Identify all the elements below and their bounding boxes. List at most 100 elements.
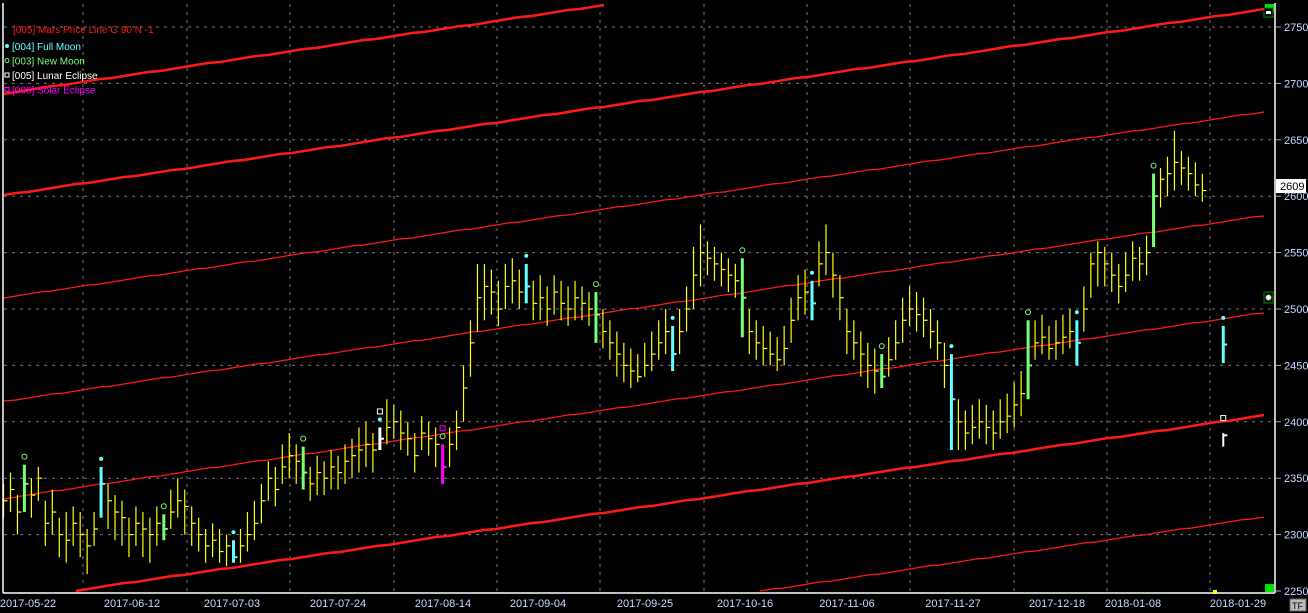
lunar-eclipse-icon bbox=[1220, 415, 1227, 422]
price-bar bbox=[1118, 263, 1123, 304]
price-bar bbox=[281, 444, 287, 484]
price-bar bbox=[1083, 286, 1088, 332]
x-tick-label: 2017-11-06 bbox=[819, 598, 874, 610]
price-bar bbox=[524, 263, 531, 304]
price-bar bbox=[740, 258, 747, 338]
price-bar bbox=[574, 280, 580, 321]
full-moon-icon bbox=[99, 456, 104, 461]
price-bar bbox=[1166, 156, 1172, 197]
price-bar bbox=[198, 517, 203, 552]
full-moon-icon bbox=[810, 270, 815, 275]
price-bar bbox=[51, 489, 57, 535]
price-bar bbox=[372, 433, 377, 473]
price-bar bbox=[588, 292, 593, 326]
price-bar bbox=[692, 246, 698, 309]
price-bar bbox=[804, 269, 810, 315]
price-bars bbox=[2, 130, 1228, 575]
x-axis: 2017-05-22 2017-06-12 2017-07-03 2017-07-24… bbox=[0, 598, 1266, 610]
solar-eclipse-icon bbox=[439, 425, 446, 432]
x-tick-label: 2017-12-18 bbox=[1029, 598, 1085, 610]
price-bar bbox=[149, 517, 154, 563]
price-bar bbox=[267, 461, 273, 501]
price-bar bbox=[212, 523, 217, 558]
new-moon-icon bbox=[739, 247, 746, 254]
price-bar bbox=[1111, 252, 1116, 293]
price-bar bbox=[490, 269, 496, 315]
new-moon-icon bbox=[1150, 162, 1157, 169]
top-marker-icon[interactable] bbox=[1263, 7, 1274, 18]
price-bar bbox=[455, 410, 461, 450]
price-bar bbox=[1104, 246, 1109, 287]
price-bar bbox=[1201, 173, 1207, 202]
y-axis: 2250 2300 2350 2400 2450 2500 2550 2600 2650 2700… bbox=[1276, 22, 1308, 598]
legend-label: [004] Full Moon bbox=[12, 42, 81, 53]
price-bar bbox=[699, 224, 705, 287]
price-bar bbox=[560, 280, 566, 321]
price-bar bbox=[316, 455, 322, 496]
price-bar bbox=[790, 297, 796, 343]
legend-item: [003] New Moon bbox=[4, 57, 85, 68]
price-bar bbox=[128, 517, 133, 558]
y-tick-label: 2300 bbox=[1284, 530, 1308, 542]
new-moon-icon bbox=[439, 433, 446, 440]
price-bar bbox=[936, 320, 942, 360]
x-tick-label: 2017-06-12 bbox=[104, 598, 160, 610]
price-bar bbox=[929, 309, 935, 349]
price-bar bbox=[309, 466, 315, 501]
circle-marker-icon[interactable] bbox=[1263, 291, 1274, 304]
price-bar bbox=[1194, 162, 1200, 197]
price-bar bbox=[351, 438, 356, 479]
price-bar bbox=[260, 483, 266, 524]
tf-button[interactable]: TF bbox=[1289, 598, 1307, 612]
price-bar bbox=[818, 241, 823, 287]
price-bar bbox=[191, 506, 196, 546]
price-bar bbox=[616, 331, 621, 377]
price-bar bbox=[810, 280, 817, 321]
price-bar bbox=[748, 309, 754, 355]
price-bar bbox=[978, 399, 984, 439]
price-bar bbox=[1090, 252, 1095, 298]
last-price-label: 2609 bbox=[1280, 181, 1304, 193]
x-tick-label: 2017-11-27 bbox=[925, 598, 980, 610]
price-bar bbox=[107, 483, 113, 529]
price-bar bbox=[421, 416, 426, 450]
price-bar bbox=[476, 263, 482, 332]
price-bar bbox=[1041, 314, 1047, 355]
mars-price-line bbox=[3, 3, 605, 96]
price-bar bbox=[218, 528, 224, 563]
full-moon-icon bbox=[949, 344, 954, 349]
price-bar bbox=[1180, 151, 1186, 185]
price-bar bbox=[16, 495, 22, 535]
price-bar bbox=[902, 297, 907, 343]
new-moon-icon bbox=[1025, 309, 1032, 316]
price-bar bbox=[999, 399, 1005, 439]
price-bar bbox=[301, 446, 308, 490]
price-bar bbox=[1145, 235, 1151, 276]
price-bar bbox=[860, 331, 865, 377]
price-bar bbox=[114, 495, 120, 541]
price-bar bbox=[184, 489, 189, 535]
price-bar bbox=[915, 292, 921, 332]
legend-label: [005] Mars Price Line G 90 N -1 bbox=[13, 25, 154, 36]
price-bar bbox=[497, 280, 503, 326]
price-bar bbox=[594, 292, 600, 343]
price-bar bbox=[867, 342, 872, 388]
price-bar bbox=[37, 466, 43, 501]
price-bar bbox=[1006, 393, 1012, 434]
price-bar bbox=[86, 528, 92, 575]
y-tick-label: 2250 bbox=[1284, 586, 1308, 598]
price-bar bbox=[839, 275, 844, 321]
y-tick-label: 2350 bbox=[1284, 473, 1308, 485]
price-bar bbox=[518, 269, 524, 309]
scroll-marker-bottom[interactable] bbox=[1265, 584, 1274, 592]
x-tick-label: 2017-07-24 bbox=[310, 598, 366, 610]
price-bar bbox=[706, 241, 712, 276]
price-bar bbox=[1075, 320, 1081, 366]
price-bar bbox=[665, 309, 670, 355]
price-bar bbox=[274, 466, 280, 507]
price-bar bbox=[9, 472, 15, 513]
legend-label: [003] New Moon bbox=[12, 57, 85, 68]
y-tick-label: 2500 bbox=[1284, 304, 1308, 316]
